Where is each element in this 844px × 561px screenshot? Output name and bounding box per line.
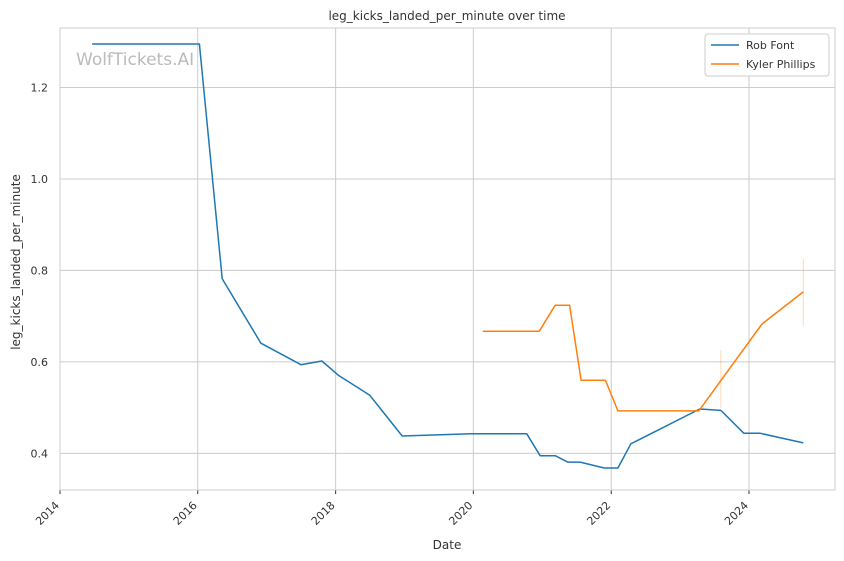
data-point-rob-font [539, 454, 541, 456]
y-tick-label: 0.8 [31, 264, 49, 277]
data-point-rob-font [300, 363, 302, 365]
data-point-kyler-phillips [554, 304, 556, 306]
legend-label-rob-font: Rob Font [746, 39, 795, 52]
y-tick-labels: 0.4 0.6 0.8 1.0 1.2 [31, 81, 49, 460]
data-point-kyler-phillips [482, 330, 484, 332]
data-point-rob-font [743, 432, 745, 434]
watermark-text: WolfTickets.AI [76, 50, 194, 70]
data-point-kyler-phillips [568, 304, 570, 306]
series-layer [91, 43, 804, 469]
plot-frame [59, 27, 836, 491]
data-point-rob-font [91, 43, 93, 45]
data-point-rob-font [720, 409, 722, 411]
data-point-rob-font [617, 467, 619, 469]
data-point-rob-font [603, 467, 605, 469]
data-point-kyler-phillips [617, 410, 619, 412]
data-point-rob-font [579, 461, 581, 463]
data-point-kyler-phillips [580, 379, 582, 381]
y-tick-label: 0.6 [31, 356, 49, 369]
series-line-rob-font [92, 43, 804, 469]
data-point-rob-font [369, 394, 371, 396]
y-tick-label: 1.0 [31, 173, 49, 186]
data-point-rob-font [759, 432, 761, 434]
data-point-rob-font [401, 435, 403, 437]
data-point-rob-font [337, 374, 339, 376]
data-point-rob-font [526, 433, 528, 435]
data-point-rob-font [566, 461, 568, 463]
data-point-kyler-phillips [761, 323, 763, 325]
data-point-rob-font [260, 342, 262, 344]
data-point-rob-font [198, 43, 200, 45]
grid-layer [59, 28, 835, 494]
data-point-rob-font [802, 442, 804, 444]
data-point-rob-font [630, 443, 632, 445]
data-point-kyler-phillips [698, 410, 700, 412]
series-line-kyler-phillips [482, 291, 804, 412]
legend-label-kyler-phillips: Kyler Phillips [746, 58, 816, 71]
y-tick-label: 0.4 [31, 447, 49, 460]
y-tick-label: 1.2 [31, 81, 49, 94]
data-point-kyler-phillips [604, 379, 606, 381]
data-point-rob-font [321, 360, 323, 362]
data-point-rob-font [470, 433, 472, 435]
data-point-rob-font [221, 277, 223, 279]
legend: Rob Font Kyler Phillips [704, 33, 830, 77]
chart-title: leg_kicks_landed_per_minute over time [328, 9, 565, 23]
x-axis-label: Date [433, 538, 462, 552]
data-point-kyler-phillips [538, 330, 540, 332]
data-point-rob-font [554, 454, 556, 456]
data-point-kyler-phillips [802, 291, 804, 293]
y-axis-label: leg_kicks_landed_per_minute [9, 174, 23, 350]
